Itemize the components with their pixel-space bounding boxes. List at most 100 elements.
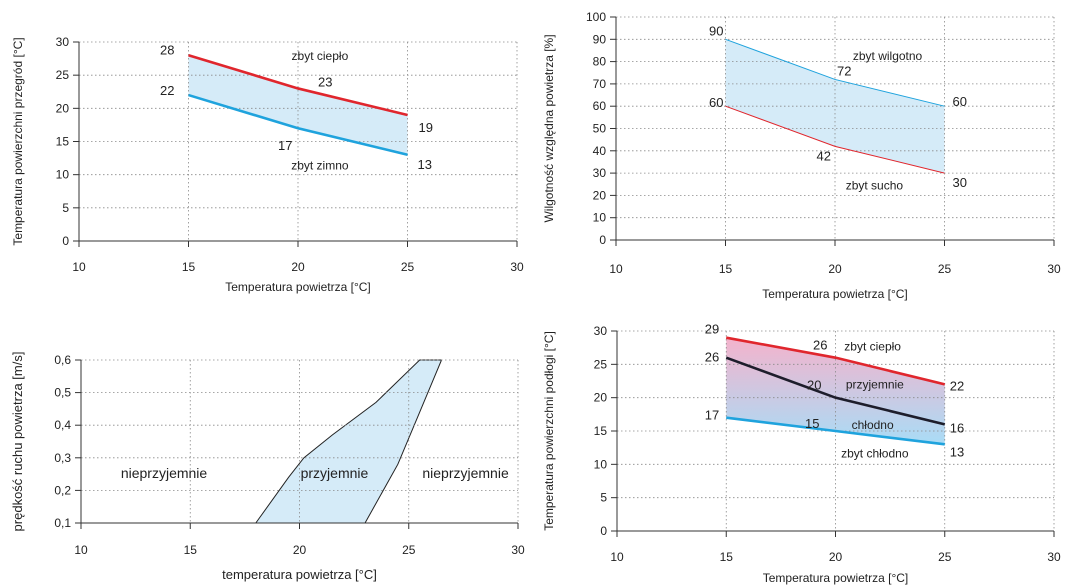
data-label: 19	[419, 120, 433, 135]
y-tick-label: 0,3	[54, 451, 71, 465]
x-axis-title: Temperatura powietrza [°C]	[225, 280, 371, 294]
y-tick-label: 0	[600, 524, 607, 538]
y-tick-label: 0,5	[54, 386, 71, 400]
series-line	[725, 38, 945, 107]
y-tick-label: 10	[593, 211, 607, 225]
x-tick-label: 25	[402, 543, 416, 557]
x-tick-label: 30	[510, 260, 524, 274]
region-label: nieprzyjemnie	[422, 465, 509, 481]
x-tick-label: 15	[719, 262, 733, 276]
region-label: zbyt chłodno	[841, 447, 909, 461]
data-label: 15	[805, 416, 819, 431]
y-tick-label: 90	[593, 32, 607, 46]
y-tick-label: 0	[599, 233, 606, 247]
data-label: 13	[950, 444, 964, 459]
y-tick-label: 15	[594, 424, 608, 438]
data-label: 60	[709, 95, 723, 110]
x-tick-label: 20	[293, 543, 307, 557]
data-label: 17	[278, 138, 292, 153]
y-tick-label: 25	[594, 357, 608, 371]
region-label: przyjemnie	[846, 377, 904, 391]
data-label: 29	[705, 322, 719, 337]
chart-air-speed-svg: 10 15 20 25 30 0,1 0,2 0,3 0,4 0,5 0,6 temperatura …	[10, 352, 525, 582]
region-label: zbyt ciepło	[844, 339, 901, 353]
region-label: zbyt sucho	[846, 178, 904, 192]
series-line	[726, 416, 945, 446]
y-axis-title: prędkość ruchu powietrza [m/s]	[10, 352, 25, 532]
data-label: 23	[318, 74, 332, 89]
x-tick-label: 25	[938, 262, 952, 276]
y-tick-label: 5	[62, 201, 69, 215]
series-line	[725, 356, 946, 426]
y-tick-label: 20	[593, 188, 607, 202]
region-label: przyjemnie	[301, 465, 369, 481]
x-tick-label: 30	[1047, 550, 1061, 564]
y-tick-label: 30	[593, 166, 607, 180]
y-axis-title: Wilgotność względna powietrza [%]	[542, 34, 556, 222]
x-tick-label: 10	[610, 550, 624, 564]
x-tick-label: 15	[182, 260, 196, 274]
data-label: 30	[953, 175, 967, 190]
y-tick-label: 15	[56, 135, 70, 149]
y-tick-label: 0,6	[54, 353, 71, 367]
series-line	[726, 336, 946, 386]
y-tick-label: 25	[56, 68, 70, 82]
x-tick-label: 20	[829, 550, 843, 564]
y-tick-label: 10	[56, 168, 70, 182]
x-axis-title: temperatura powietrza [°C]	[222, 567, 377, 582]
y-tick-label: 30	[56, 35, 70, 49]
comfort-zone-fill	[726, 337, 945, 445]
y-axis-title: Temperatura powierzchni podłogi [°C]	[542, 331, 556, 531]
chart-air-speed: 10 15 20 25 30 0,1 0,2 0,3 0,4 0,5 0,6 temperatura …	[0, 305, 535, 587]
x-tick-label: 25	[401, 260, 415, 274]
data-label: 60	[953, 94, 967, 109]
data-label: 16	[950, 420, 964, 435]
y-tick-label: 0,1	[54, 516, 71, 530]
y-tick-label: 20	[594, 391, 608, 405]
chart-humidity-svg: 10 15 20 25 30 0 10 20 30 40 50 60 70 80 90 100 Temperat…	[542, 10, 1061, 301]
y-tick-label: 20	[56, 101, 70, 115]
y-tick-label: 5	[600, 491, 607, 505]
region-label: zbyt wilgotno	[853, 49, 923, 63]
data-label: 20	[807, 378, 821, 393]
region-label: zbyt ciepło	[292, 49, 349, 63]
y-tick-label: 80	[593, 55, 607, 69]
x-tick-label: 10	[609, 262, 623, 276]
y-tick-label: 10	[594, 457, 608, 471]
comfort-region	[254, 359, 443, 524]
data-label: 13	[418, 157, 432, 172]
x-tick-label: 15	[720, 550, 734, 564]
series-line	[725, 105, 945, 174]
data-label: 28	[160, 42, 174, 57]
chart-surface-temperature: 10 15 20 25 30 0 5 10 15 20 25 30 Temperatura powiet…	[0, 0, 535, 294]
x-tick-label: 20	[828, 262, 842, 276]
y-tick-label: 70	[593, 77, 607, 91]
chart-floor-svg: 10 15 20 25 30 0 5 10 15 20 25 30 Temperatura powiet…	[542, 322, 1061, 585]
y-tick-label: 30	[594, 324, 608, 338]
x-axis-title: Temperatura powietrza [°C]	[763, 571, 909, 585]
chart-humidity: 10 15 20 25 30 0 10 20 30 40 50 60 70 80 90 100 Temperat…	[536, 0, 1071, 305]
region-label: zbyt zimno	[291, 158, 349, 172]
comfort-zone-fill	[188, 55, 408, 155]
data-label: 42	[817, 148, 831, 163]
x-axis-title: Temperatura powietrza [°C]	[762, 287, 908, 301]
chart-surface-svg: 10 15 20 25 30 0 5 10 15 20 25 30 Temperatura powiet…	[11, 35, 524, 294]
data-label: 17	[705, 408, 719, 423]
data-label: 26	[813, 338, 827, 353]
y-tick-label: 50	[593, 122, 607, 136]
x-tick-label: 20	[291, 260, 305, 274]
region-label: nieprzyjemnie	[121, 465, 208, 481]
series-line	[188, 54, 408, 117]
x-tick-label: 30	[511, 543, 525, 557]
region-label: chłodno	[852, 418, 894, 432]
y-tick-label: 40	[593, 144, 607, 158]
x-tick-label: 10	[74, 543, 88, 557]
x-tick-label: 10	[72, 260, 86, 274]
data-label: 22	[160, 83, 174, 98]
data-label: 72	[837, 63, 851, 78]
x-tick-label: 30	[1047, 262, 1061, 276]
data-label: 90	[709, 23, 723, 38]
data-label: 22	[950, 378, 964, 393]
data-label: 26	[705, 350, 719, 365]
y-tick-label: 0,2	[54, 483, 71, 497]
